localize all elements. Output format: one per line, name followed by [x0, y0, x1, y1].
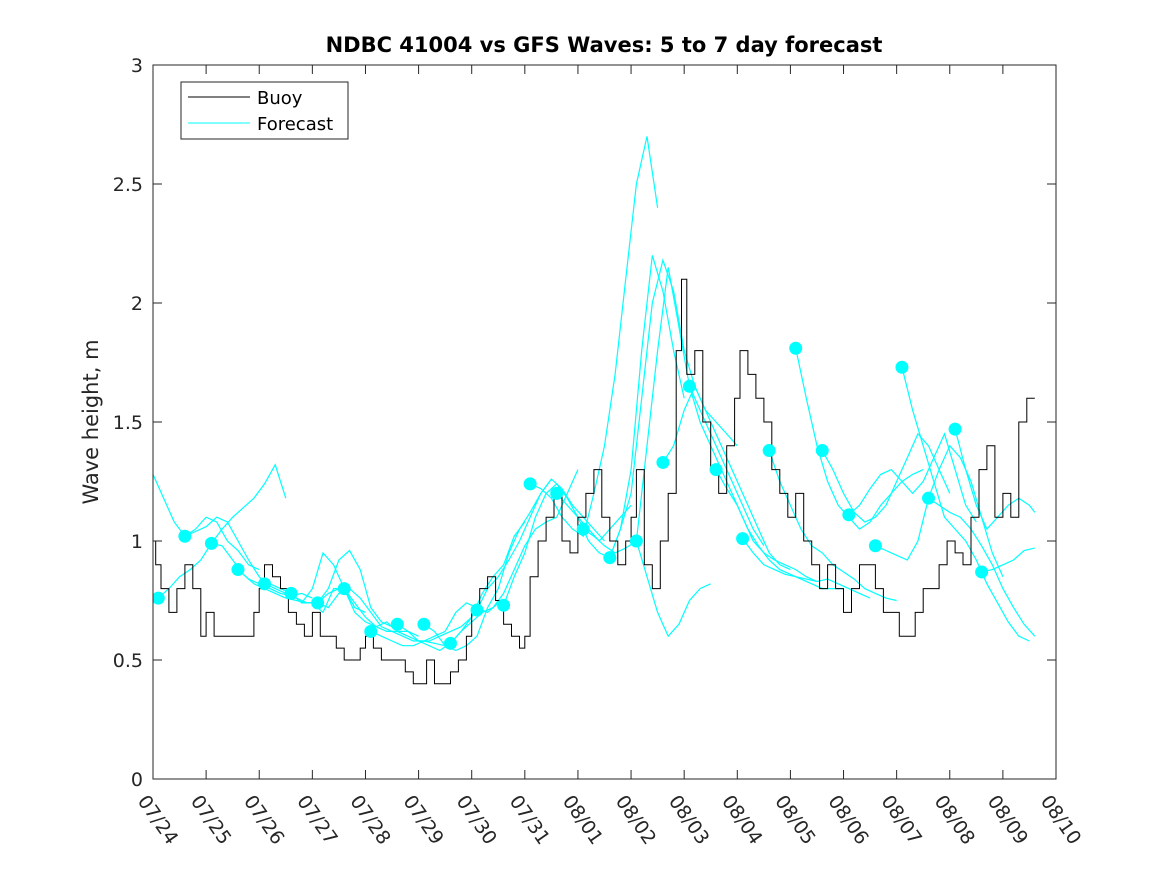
legend-box — [180, 81, 349, 140]
forecast-start-marker — [922, 491, 936, 505]
forecast-line — [317, 587, 446, 647]
buoy-line — [153, 278, 1035, 685]
forecast-start-marker — [629, 534, 643, 548]
forecast-start-marker — [523, 477, 537, 491]
forecast-start-marker — [153, 591, 165, 605]
forecast-line — [582, 528, 711, 638]
forecast-line — [609, 258, 738, 558]
forecast-start-marker — [231, 563, 245, 577]
forecast-line — [848, 432, 977, 523]
legend: Buoy Forecast — [180, 81, 349, 140]
forecast-start-marker — [337, 582, 351, 596]
forecast-start-marker — [682, 379, 696, 393]
y-tick-label: 0.5 — [113, 650, 143, 672]
forecast-start-marker — [550, 486, 564, 500]
x-tick-label: 08/07 — [877, 791, 926, 848]
forecast-line — [184, 516, 313, 599]
forecast-series-group — [153, 136, 1036, 652]
forecast-start-marker — [603, 551, 617, 565]
forecast-start-marker — [815, 444, 829, 458]
buoy-series-group — [153, 278, 1035, 685]
x-tick-label: 07/26 — [239, 791, 288, 848]
x-tick-label: 07/29 — [398, 791, 447, 848]
x-tick-label: 07/27 — [292, 791, 341, 848]
chart-title: NDBC 41004 vs GFS Waves: 5 to 7 day fore… — [326, 33, 883, 57]
x-tick-label: 07/30 — [452, 791, 501, 848]
y-tick-label: 0 — [131, 769, 143, 791]
forecast-line — [476, 478, 605, 611]
forecast-line — [742, 538, 871, 599]
forecast-start-marker — [470, 603, 484, 617]
forecast-start-marker — [204, 536, 218, 550]
forecast-start-marker — [311, 596, 325, 610]
x-axis: 07/24 07/25 07/26 07/27 07/28 07/29 07/30 07/31… — [133, 65, 1085, 849]
y-tick-label: 1.5 — [113, 412, 143, 434]
x-tick-label: 08/10 — [1036, 791, 1085, 848]
forecast-start-marker — [736, 532, 750, 546]
x-tick-label: 08/01 — [558, 791, 607, 848]
forecast-start-marker — [656, 455, 670, 469]
y-axis: 0 0.5 1 1.5 2 2.5 3 — [113, 55, 1056, 791]
forecast-line — [503, 483, 632, 606]
x-tick-label: 07/25 — [186, 791, 235, 848]
legend-forecast-label: Forecast — [257, 114, 333, 135]
forecast-markers-group — [153, 341, 989, 650]
forecast-line — [153, 472, 260, 571]
forecast-line — [343, 588, 473, 642]
x-tick-label: 08/08 — [930, 791, 979, 848]
forecast-line — [928, 497, 1036, 637]
x-tick-label: 07/28 — [345, 791, 394, 848]
x-tick-label: 08/09 — [983, 791, 1032, 848]
forecast-start-marker — [258, 577, 272, 591]
forecast-start-marker — [762, 444, 776, 458]
forecast-line — [981, 547, 1035, 573]
x-tick-label: 07/31 — [505, 791, 554, 848]
forecast-start-marker — [948, 422, 962, 436]
forecast-start-marker — [443, 636, 457, 650]
x-tick-label: 08/03 — [664, 791, 713, 848]
forecast-line — [901, 367, 1030, 642]
forecast-start-marker — [417, 617, 431, 631]
forecast-start-marker — [868, 539, 882, 553]
x-tick-label: 08/02 — [611, 791, 660, 848]
y-tick-label: 3 — [131, 55, 143, 77]
forecast-start-marker — [497, 598, 511, 612]
forecast-line — [157, 463, 287, 599]
forecast-start-marker — [364, 624, 378, 638]
forecast-line — [821, 432, 951, 523]
forecast-start-marker — [842, 508, 856, 522]
x-tick-label: 08/04 — [717, 791, 766, 848]
plot-area — [153, 136, 1036, 685]
x-tick-label: 08/06 — [823, 791, 872, 848]
y-tick-label: 2 — [131, 293, 143, 315]
forecast-start-marker — [975, 565, 989, 579]
y-tick-label: 1 — [131, 531, 143, 553]
forecast-start-marker — [178, 529, 192, 543]
forecast-start-marker — [709, 463, 723, 477]
y-tick-label: 2.5 — [113, 174, 143, 196]
forecast-start-marker — [576, 522, 590, 536]
x-tick-label: 07/24 — [133, 791, 182, 848]
forecast-line — [211, 542, 340, 604]
y-axis-label: Wave height, m — [79, 339, 103, 504]
forecast-start-marker — [284, 586, 298, 600]
forecast-line — [875, 444, 1004, 577]
forecast-line — [423, 478, 552, 652]
forecast-start-marker — [789, 341, 803, 355]
forecast-start-marker — [895, 360, 909, 374]
x-tick-label: 08/05 — [770, 791, 819, 848]
forecast-line — [768, 450, 897, 602]
plot-frame — [152, 64, 1057, 780]
forecast-start-marker — [390, 617, 404, 631]
forecast-line — [635, 267, 765, 547]
legend-buoy-label: Buoy — [257, 88, 303, 109]
